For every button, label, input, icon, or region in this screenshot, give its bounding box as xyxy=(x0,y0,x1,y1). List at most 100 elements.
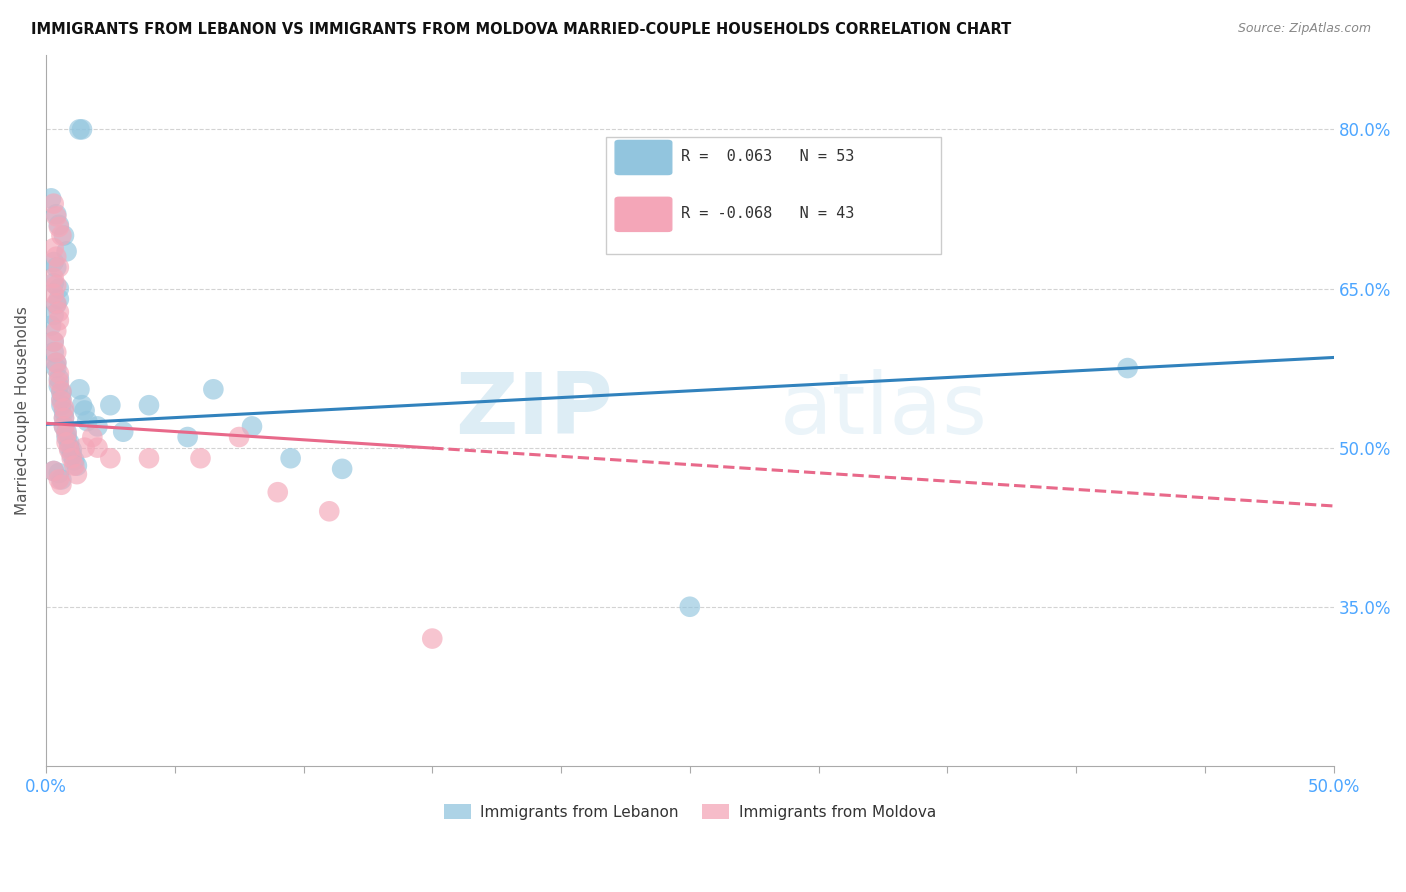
Point xyxy=(202,382,225,396)
Point xyxy=(98,451,121,466)
Text: ZIP: ZIP xyxy=(454,369,613,452)
Point xyxy=(42,255,65,269)
Point xyxy=(420,632,443,646)
Point xyxy=(58,435,80,450)
Point xyxy=(58,441,80,455)
Point xyxy=(45,356,67,370)
Point xyxy=(42,464,65,478)
Point xyxy=(63,453,86,467)
Point xyxy=(190,451,212,466)
Point xyxy=(48,367,70,381)
Point xyxy=(42,276,65,290)
Point xyxy=(240,419,263,434)
Point xyxy=(45,361,67,376)
Point xyxy=(39,318,62,333)
Point xyxy=(53,401,76,416)
Point xyxy=(58,442,80,457)
Point xyxy=(318,504,340,518)
Point xyxy=(48,260,70,275)
FancyBboxPatch shape xyxy=(614,197,672,231)
Point xyxy=(42,345,65,359)
Point xyxy=(53,419,76,434)
Point xyxy=(45,324,67,338)
Point xyxy=(55,430,77,444)
Point xyxy=(51,384,73,399)
Point xyxy=(330,462,353,476)
Point xyxy=(138,398,160,412)
Point xyxy=(48,281,70,295)
Point xyxy=(51,392,73,406)
Point xyxy=(53,411,76,425)
Point xyxy=(60,451,83,466)
Point xyxy=(51,398,73,412)
Point xyxy=(42,196,65,211)
Point xyxy=(42,286,65,301)
Point xyxy=(63,458,86,473)
Point xyxy=(48,218,70,232)
Point xyxy=(51,473,73,487)
Point xyxy=(51,394,73,409)
Point xyxy=(42,308,65,322)
Text: IMMIGRANTS FROM LEBANON VS IMMIGRANTS FROM MOLDOVA MARRIED-COUPLE HOUSEHOLDS COR: IMMIGRANTS FROM LEBANON VS IMMIGRANTS FR… xyxy=(31,22,1011,37)
Point xyxy=(76,414,98,428)
Point xyxy=(48,305,70,319)
Point xyxy=(60,448,83,462)
Point xyxy=(48,313,70,327)
Point xyxy=(679,599,702,614)
Point xyxy=(55,425,77,439)
Point xyxy=(55,426,77,441)
Point xyxy=(55,244,77,259)
Point xyxy=(86,441,108,455)
Point xyxy=(42,271,65,285)
Point xyxy=(45,250,67,264)
Point xyxy=(82,430,104,444)
Text: R =  0.063   N = 53: R = 0.063 N = 53 xyxy=(681,149,855,164)
Point xyxy=(45,345,67,359)
Point xyxy=(60,442,83,457)
Text: R = -0.068   N = 43: R = -0.068 N = 43 xyxy=(681,206,855,221)
Y-axis label: Married-couple Households: Married-couple Households xyxy=(15,306,30,515)
Point xyxy=(69,122,91,136)
Point xyxy=(55,435,77,450)
Point xyxy=(45,297,67,311)
Point xyxy=(45,207,67,221)
Point xyxy=(51,385,73,400)
Point xyxy=(86,419,108,434)
Point xyxy=(48,219,70,234)
Point xyxy=(48,292,70,306)
Point xyxy=(48,375,70,389)
Point xyxy=(98,398,121,412)
FancyBboxPatch shape xyxy=(614,140,672,175)
Point xyxy=(45,296,67,310)
Text: atlas: atlas xyxy=(780,369,988,452)
Point xyxy=(39,191,62,205)
Point xyxy=(42,241,65,255)
Point xyxy=(73,403,96,417)
Point xyxy=(1116,361,1139,376)
Point xyxy=(70,398,93,412)
Legend: Immigrants from Lebanon, Immigrants from Moldova: Immigrants from Lebanon, Immigrants from… xyxy=(437,798,942,826)
Point xyxy=(53,419,76,434)
Point xyxy=(48,379,70,393)
Point xyxy=(228,430,250,444)
Point xyxy=(42,464,65,478)
Point xyxy=(112,425,135,439)
Point xyxy=(42,334,65,349)
Point xyxy=(267,485,290,500)
Point xyxy=(45,260,67,275)
Point xyxy=(45,278,67,293)
Point xyxy=(45,356,67,370)
Point xyxy=(42,334,65,349)
Point xyxy=(45,210,67,224)
Point xyxy=(51,477,73,491)
Point xyxy=(48,372,70,386)
Point xyxy=(66,467,89,482)
Point xyxy=(51,228,73,243)
Point xyxy=(53,411,76,425)
Point xyxy=(73,441,96,455)
Point xyxy=(53,228,76,243)
Point xyxy=(70,122,93,136)
FancyBboxPatch shape xyxy=(606,136,941,254)
Point xyxy=(138,451,160,466)
Point xyxy=(53,404,76,418)
